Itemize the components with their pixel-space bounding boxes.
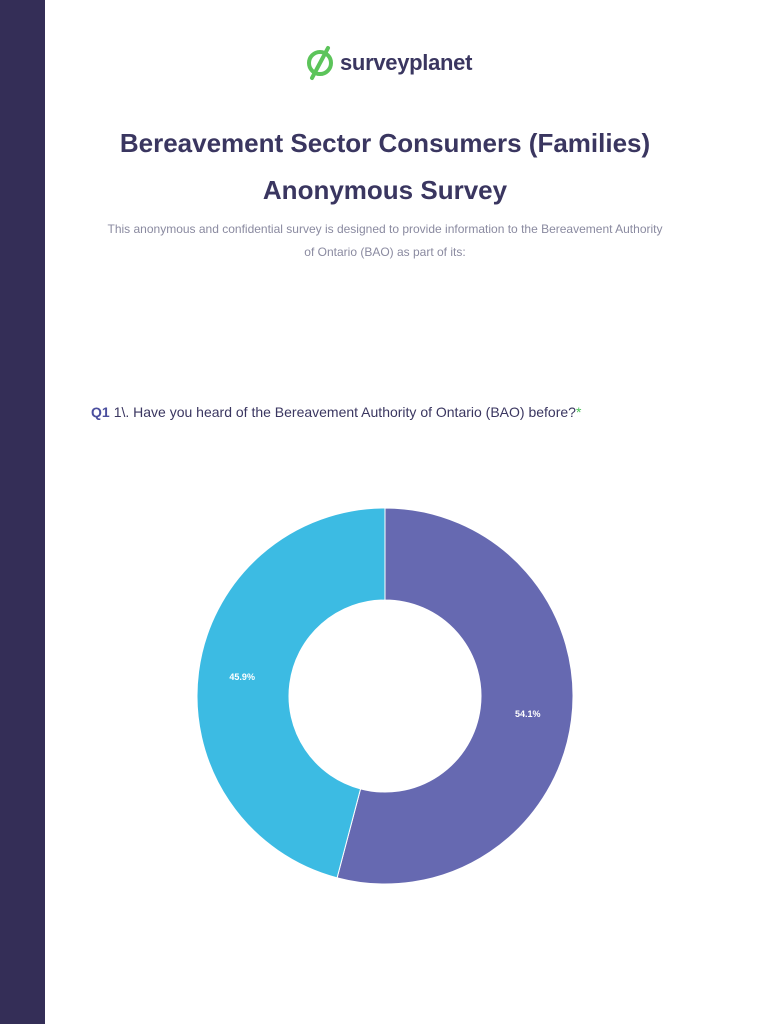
question-number: Q1	[91, 404, 110, 420]
required-mark: *	[575, 404, 582, 420]
planet-logo-icon	[307, 46, 333, 80]
donut-chart-svg: 54.1% 45.9%	[196, 507, 574, 885]
donut-slice-label-1: 54.1%	[515, 709, 541, 719]
brand-name: surveyplanet	[340, 50, 473, 75]
question-text: 1\. Have you heard of the Bereavement Au…	[113, 404, 576, 420]
donut-slice-1	[336, 507, 574, 885]
donut-slice-label-2: 45.9%	[229, 672, 255, 682]
question-heading: Q1 1\. Have you heard of the Bereavement …	[91, 404, 581, 420]
survey-title-line2: Anonymous Survey	[262, 175, 508, 205]
survey-title-line1: Bereavement Sector Consumers (Families)	[119, 128, 651, 158]
survey-intro-line1: This anonymous and confidential survey i…	[107, 222, 663, 236]
survey-intro-line2: of Ontario (BAO) as part of its:	[304, 245, 466, 259]
donut-chart: 54.1% 45.9%	[190, 496, 580, 896]
side-accent-bar	[0, 0, 45, 1024]
donut-slice-2	[196, 507, 386, 879]
surveyplanet-logo: surveyplanet	[306, 44, 472, 82]
